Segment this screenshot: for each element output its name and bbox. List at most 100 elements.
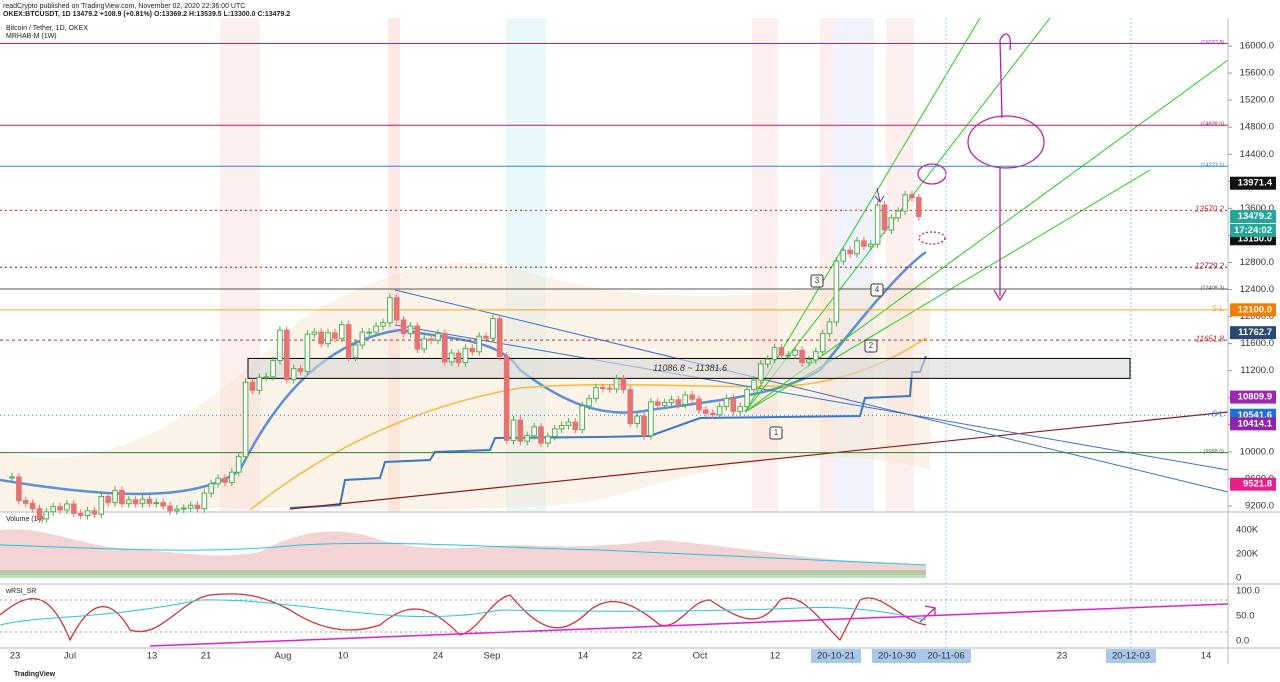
- candle: [689, 394, 695, 400]
- candle: [50, 506, 57, 513]
- candle: [57, 506, 63, 511]
- candle: [359, 331, 366, 346]
- candle: [551, 428, 558, 437]
- candle: [304, 333, 311, 372]
- candle: [242, 381, 249, 458]
- candle: [874, 204, 881, 245]
- candle: [208, 483, 215, 494]
- countdown-box: [1230, 224, 1276, 238]
- candle: [826, 321, 833, 334]
- candle: [64, 503, 70, 511]
- x-tick-label: 20-12-03: [1112, 651, 1150, 662]
- candle: [778, 347, 785, 356]
- price-box: [1230, 417, 1276, 431]
- candle: [421, 338, 427, 350]
- price-box: [1230, 303, 1276, 317]
- price-box-label: 9521.8: [1243, 479, 1272, 490]
- candle: [517, 419, 524, 442]
- candle: [483, 335, 489, 339]
- x-tick-label: 12: [770, 651, 781, 662]
- candle: [91, 510, 98, 515]
- y-tick-label: 9200.0: [1245, 501, 1274, 512]
- y-tick-label: 15600.0: [1240, 68, 1274, 79]
- candle: [847, 249, 853, 255]
- candle: [703, 409, 709, 414]
- candle: [531, 426, 537, 437]
- y-tick-label: 12400.0: [1240, 284, 1274, 295]
- volume-bars: [0, 570, 926, 578]
- candle: [222, 477, 228, 483]
- candle: [187, 504, 194, 509]
- candle: [98, 496, 105, 515]
- volume-line: [0, 542, 927, 566]
- annotation-box: [864, 339, 878, 353]
- candle: [888, 217, 895, 231]
- candle: [311, 331, 318, 335]
- candle: [387, 297, 393, 324]
- candle: [902, 194, 908, 212]
- price-box: [1230, 477, 1276, 491]
- candle: [806, 359, 812, 364]
- candle: [284, 329, 290, 380]
- volume-area: [0, 529, 926, 575]
- candle: [737, 406, 744, 412]
- x-tick-label: 14: [578, 651, 589, 662]
- y-tick-label: 15200.0: [1240, 95, 1274, 106]
- annotation-box: [769, 426, 783, 440]
- candle: [345, 324, 352, 358]
- candle: [215, 477, 221, 485]
- candle: [119, 489, 125, 505]
- x-tick-label: 20-10-30: [878, 651, 916, 662]
- candle: [675, 399, 682, 406]
- candle: [510, 419, 517, 441]
- candle: [366, 331, 373, 334]
- x-tick-label: Jul: [64, 651, 76, 662]
- candle: [414, 325, 421, 350]
- candle: [723, 397, 730, 408]
- level-label: (9988.6): [1204, 449, 1225, 455]
- candle: [235, 456, 242, 473]
- candle: [325, 332, 331, 345]
- rsi-tick-label: 50.0: [1236, 611, 1255, 622]
- candle: [503, 356, 510, 441]
- candle: [139, 498, 146, 505]
- x-tick-highlight: [811, 649, 861, 663]
- x-tick-label: 20-10-21: [817, 651, 855, 662]
- candle: [476, 335, 482, 353]
- candle: [641, 415, 647, 437]
- annotation: 4: [875, 285, 880, 294]
- candle: [909, 194, 915, 199]
- annotation: 1: [774, 428, 779, 437]
- candle: [256, 376, 263, 391]
- price-box: [1230, 326, 1276, 340]
- candle: [758, 363, 764, 381]
- zone: [247, 357, 1131, 379]
- candle: [442, 333, 448, 363]
- candle: [634, 415, 640, 424]
- candle: [29, 502, 36, 510]
- candle: [661, 402, 668, 406]
- y-tick-label: 12800.0: [1240, 257, 1274, 268]
- candle: [490, 318, 496, 339]
- level-label: (14223.1): [1200, 163, 1224, 169]
- candle: [297, 368, 304, 372]
- x-tick-highlight: [921, 649, 971, 663]
- trend-line: [394, 289, 1229, 493]
- y-tick-label: 11200.0: [1240, 365, 1274, 376]
- price-box-label: 10541.6: [1238, 410, 1272, 421]
- x-tick-label: 23: [10, 651, 21, 662]
- candle: [194, 504, 201, 510]
- candle: [77, 512, 84, 516]
- candle: [462, 347, 469, 364]
- indicator: MRHAB-M (1W): [6, 33, 57, 40]
- trend-line: [289, 411, 1229, 510]
- level-label: 11651.8: [1196, 334, 1225, 343]
- candle: [861, 240, 867, 247]
- candle: [895, 210, 902, 219]
- candle: [16, 476, 22, 502]
- x-tick-highlight: [872, 649, 922, 663]
- candle: [558, 425, 565, 430]
- candle: [318, 331, 324, 345]
- candle: [146, 498, 153, 504]
- candle: [167, 505, 173, 512]
